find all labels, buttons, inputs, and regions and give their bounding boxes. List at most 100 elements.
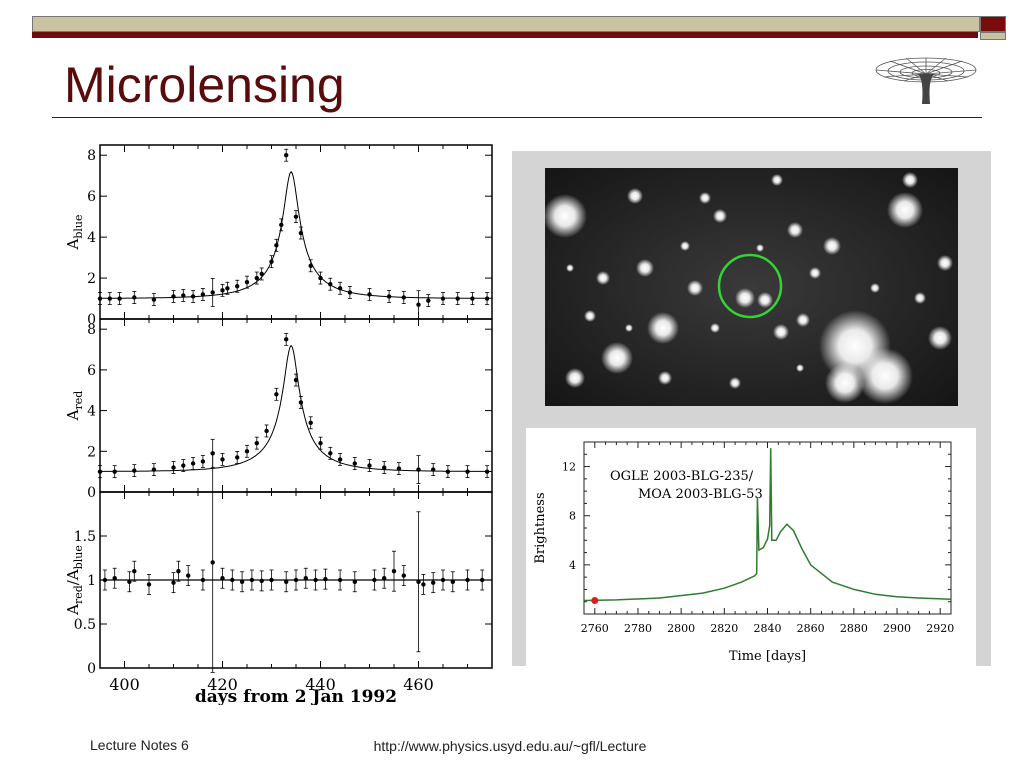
data-point <box>269 577 274 583</box>
x-tick-label: 2860 <box>797 622 825 635</box>
y-tick-label: 2 <box>87 444 96 460</box>
data-point <box>293 577 299 583</box>
data-point <box>401 573 406 578</box>
data-point <box>308 263 313 268</box>
data-point <box>235 284 240 289</box>
data-point <box>318 440 323 446</box>
data-point <box>450 579 455 584</box>
data-point <box>372 577 377 583</box>
data-point <box>200 459 206 464</box>
data-point <box>132 295 137 300</box>
header-bar-dark <box>32 32 978 38</box>
data-point <box>328 282 333 287</box>
data-point <box>132 569 137 574</box>
x-tick-label: 2820 <box>710 622 738 635</box>
data-point <box>254 275 259 281</box>
header-square-light <box>980 32 1006 40</box>
data-point <box>186 573 191 578</box>
starfield-image <box>545 168 958 406</box>
y-axis-label-bottom: Ared/Ablue <box>64 545 85 616</box>
data-point <box>386 294 392 299</box>
data-point <box>225 286 230 291</box>
model-curve-top <box>100 170 492 299</box>
data-point <box>112 576 117 581</box>
slide-title: Microlensing <box>64 57 345 113</box>
data-point <box>431 467 436 472</box>
data-point <box>220 288 225 293</box>
y-tick-label: 6 <box>87 363 96 379</box>
data-point <box>171 465 176 470</box>
lightcurve-line <box>583 448 952 602</box>
data-point <box>274 392 279 397</box>
data-point <box>431 580 436 585</box>
y-tick-label: 1 <box>87 573 96 589</box>
data-point <box>151 297 157 302</box>
y-axis-title: Brightness <box>533 492 548 563</box>
data-point <box>396 466 402 471</box>
data-point <box>200 292 206 297</box>
data-point <box>132 468 137 473</box>
data-point <box>284 153 289 158</box>
y-tick-label: 8 <box>87 322 96 338</box>
x-tick-label: 440 <box>305 675 336 694</box>
x-tick-label: 460 <box>403 675 434 694</box>
data-point <box>440 577 446 583</box>
data-point <box>308 420 313 425</box>
data-point <box>426 298 431 303</box>
spacetime-well-icon <box>875 57 977 104</box>
data-point <box>382 465 387 470</box>
data-point <box>352 461 357 466</box>
data-point <box>210 290 215 295</box>
y-tick-label: 0 <box>87 312 96 328</box>
y-tick-label: 8 <box>569 510 576 523</box>
data-point <box>117 296 122 301</box>
data-point <box>249 577 255 583</box>
y-axis-label-top: Ablue <box>64 215 85 251</box>
title-rule <box>52 117 982 118</box>
data-point <box>328 451 333 456</box>
data-point <box>298 230 304 236</box>
data-point <box>190 294 196 299</box>
data-point <box>284 337 289 342</box>
data-point <box>323 576 328 582</box>
footer-url[interactable]: http://www.physics.usyd.edu.au/~gfl/Lect… <box>373 738 647 754</box>
data-point <box>465 469 470 474</box>
data-point <box>171 580 176 585</box>
data-point <box>284 579 289 584</box>
current-time-marker <box>591 596 599 604</box>
x-tick-label: 2920 <box>926 622 954 635</box>
data-point <box>181 463 186 468</box>
lens-target-ring <box>717 253 783 319</box>
header-bar-light <box>32 16 980 32</box>
data-point <box>244 449 250 454</box>
x-tick-label: 400 <box>109 675 140 694</box>
data-point <box>244 279 250 285</box>
data-point <box>220 457 225 462</box>
x-tick-label: 420 <box>207 675 238 694</box>
lightcurve-background <box>526 428 976 666</box>
data-point <box>97 469 103 474</box>
data-point <box>303 576 308 581</box>
data-point <box>391 569 397 574</box>
x-tick-label: 2900 <box>883 622 911 635</box>
x-tick-label: 2880 <box>840 622 868 635</box>
data-point <box>293 214 299 219</box>
data-point <box>97 296 103 301</box>
model-curve-middle <box>100 344 492 472</box>
x-tick-label: 2780 <box>624 622 652 635</box>
data-point <box>210 560 215 565</box>
y-tick-label: 4 <box>87 230 96 246</box>
y-tick-label: 12 <box>562 461 576 474</box>
data-point <box>440 296 446 301</box>
ogle-lightcurve-chart: 2760 2780 2800 2820 2840 2860 2880 2900 2920 4 8 12… <box>526 428 976 666</box>
data-point <box>367 463 372 468</box>
x-axis-title: days from 2 Jan 1992 <box>195 687 397 705</box>
data-point <box>293 377 299 383</box>
data-point <box>484 469 490 474</box>
data-point <box>264 428 269 434</box>
x-tick-label: 2840 <box>754 622 782 635</box>
y-tick-label: 1.5 <box>74 529 96 545</box>
data-point <box>274 243 279 248</box>
footer-lecture-label: Lecture Notes 6 <box>90 737 189 753</box>
